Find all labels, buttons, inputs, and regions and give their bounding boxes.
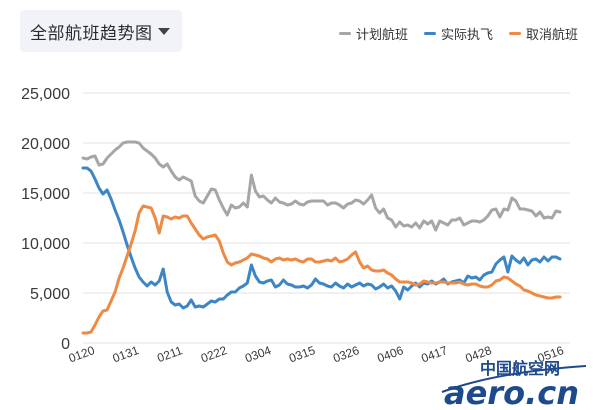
legend-line-icon bbox=[338, 32, 351, 35]
chart-type-dropdown[interactable]: 全部航班趋势图 bbox=[20, 10, 182, 52]
y-tick-label: 20,000 bbox=[21, 136, 70, 153]
y-tick-label: 15,000 bbox=[21, 186, 70, 203]
legend-item-actual[interactable]: 实际执飞 bbox=[423, 24, 493, 43]
legend-label: 实际执飞 bbox=[440, 27, 493, 42]
legend-item-cancelled[interactable]: 取消航班 bbox=[508, 24, 578, 43]
legend-label: 计划航班 bbox=[355, 27, 408, 42]
x-tick-label: 0406 bbox=[375, 343, 405, 365]
x-tick-label: 0120 bbox=[67, 343, 97, 365]
x-tick-label: 0131 bbox=[111, 343, 141, 365]
legend-label: 取消航班 bbox=[525, 27, 578, 42]
x-tick-label: 0222 bbox=[199, 343, 229, 365]
y-tick-label: 25,000 bbox=[21, 86, 70, 103]
x-tick-label: 0211 bbox=[155, 343, 184, 365]
series-line-0 bbox=[81, 140, 562, 232]
chevron-down-icon bbox=[158, 28, 170, 35]
x-tick-label: 0315 bbox=[287, 343, 317, 365]
aero-cn-logo: 中国航空网 aero.cn bbox=[441, 359, 587, 410]
series-line-2 bbox=[81, 204, 562, 335]
legend-item-planned[interactable]: 计划航班 bbox=[338, 24, 408, 43]
dropdown-label: 全部航班趋势图 bbox=[30, 23, 153, 43]
y-tick-label: 0 bbox=[61, 336, 70, 353]
chart-header: 全部航班趋势图 计划航班 实际执飞 取消航班 bbox=[0, 0, 600, 60]
x-tick-label: 0304 bbox=[243, 343, 273, 365]
series-line-1 bbox=[81, 166, 562, 310]
y-tick-label: 10,000 bbox=[21, 236, 70, 253]
logo-text-en: aero.cn bbox=[444, 374, 579, 410]
x-tick-label: 0326 bbox=[331, 343, 361, 365]
y-tick-label: 5,000 bbox=[30, 286, 70, 303]
chart-legend: 计划航班 实际执飞 取消航班 bbox=[323, 24, 578, 43]
logo-text-cn: 中国航空网 bbox=[480, 359, 560, 378]
legend-line-icon bbox=[508, 32, 521, 35]
legend-line-icon bbox=[423, 32, 436, 35]
